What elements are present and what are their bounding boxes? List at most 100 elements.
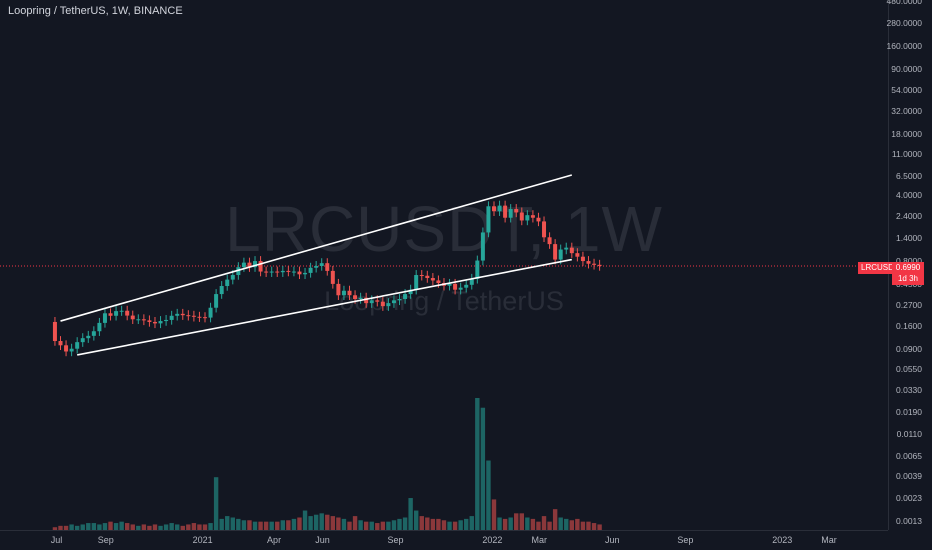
volume-bar [152,524,158,530]
volume-bar [219,518,224,530]
candle-body [286,270,291,272]
candle-body [186,315,191,317]
time-tick: Sep [387,535,404,545]
price-tick: 0.0900 [896,344,922,355]
candle-body [525,215,530,221]
volume-bar [124,523,130,530]
candle-body [164,319,169,322]
time-axis[interactable]: Jul Sep 2021 Apr Jun Sep 2022 Mar Jun Sep 2023 Mar [0,530,888,550]
candle-body [564,247,569,250]
volume-bar [358,520,363,530]
volume-bar [508,517,513,530]
price-tick: 0.0550 [896,364,922,375]
time-tick: Mar [531,535,548,545]
candle-body [180,313,185,316]
price-tick: 0.0330 [896,384,922,395]
price-tick: 1.4000 [896,232,922,243]
volume-bar [586,521,591,530]
candle-body [308,267,313,273]
volume-bar [441,520,447,530]
volume-bar [158,525,163,530]
volume-bar [564,518,569,530]
candle-body [503,205,508,218]
candle-body [358,297,363,300]
volume-bar [375,523,380,530]
volume-bar [69,524,74,530]
volume-bar [502,518,508,530]
candle-body [253,261,258,268]
price-tick: 0.1600 [896,320,922,331]
candle-body [403,294,408,300]
candle-body [175,313,180,316]
candle-body [214,294,219,308]
price-tick: 4.0000 [896,190,922,201]
last-price-badge: 0.6990 1d 3h [892,262,924,285]
candle-body [125,310,130,316]
last-price-symbol-label: LRCUSDT [858,262,902,274]
volume-bar [91,523,97,530]
volume-bar [74,525,80,530]
price-tick: 0.0039 [896,471,922,482]
candle-body [569,247,574,254]
candle-body [169,315,174,320]
price-tick: 2.4000 [896,211,922,221]
volume-bar [108,521,113,530]
volume-bar [425,517,430,530]
candlestick-chart [0,174,888,530]
chart-area[interactable]: LRCUSDT, 1W Loopring / TetherUS Loopring… [0,0,888,530]
volume-bar [258,521,263,530]
volume-bar [330,516,336,530]
candle-body [58,341,63,346]
volume-bar [541,516,547,530]
candle-body [414,275,419,290]
volume-bar [558,517,563,530]
candle-body [191,315,196,317]
volume-bar [130,524,135,530]
price-tick: 90.0000 [891,64,922,75]
candle-body [336,283,341,296]
time-tick: 2022 [482,535,503,545]
candle-body [258,261,263,272]
candle-body [197,316,202,318]
candle-body [203,317,207,319]
price-tick: 18.0000 [891,129,922,140]
time-tick: Sep [677,535,694,545]
candle-body [108,313,113,316]
volume-bar [191,523,197,530]
trendline-upper [60,174,573,322]
volume-bar [336,517,341,530]
volume-bar [302,510,308,530]
candle-body [347,290,352,296]
volume-bar [141,524,147,530]
last-price-value: 0.6990 [895,263,921,272]
volume-bar [597,524,602,530]
volume-bar [269,521,274,530]
volume-bar [297,517,302,530]
time-tick: Jun [605,535,620,545]
candle-body [436,280,441,283]
volume-bar [413,510,419,530]
candle-body [475,260,480,279]
volume-bar [464,518,469,530]
volume-bar [347,521,352,530]
volume-bar [575,518,580,530]
candle-body [497,205,502,212]
time-tick: Mar [821,535,837,545]
candle-body [64,345,69,352]
volume-bar [497,517,502,530]
price-tick: 0.2700 [896,299,922,310]
time-tick: 2021 [192,535,213,545]
volume-bar [186,524,191,530]
candle-body [480,232,485,261]
candle-body [458,287,463,290]
candle-body [425,275,430,279]
candle-body [558,249,563,260]
symbol-title[interactable]: Loopring / TetherUS, 1W, BINANCE [8,5,183,17]
time-tick: Jul [50,535,63,545]
candle-body [386,303,391,307]
candle-body [408,289,413,295]
volume-bar [325,514,330,530]
volume-bar [247,520,252,530]
candle-body [297,271,302,275]
volume-bar [313,514,319,530]
